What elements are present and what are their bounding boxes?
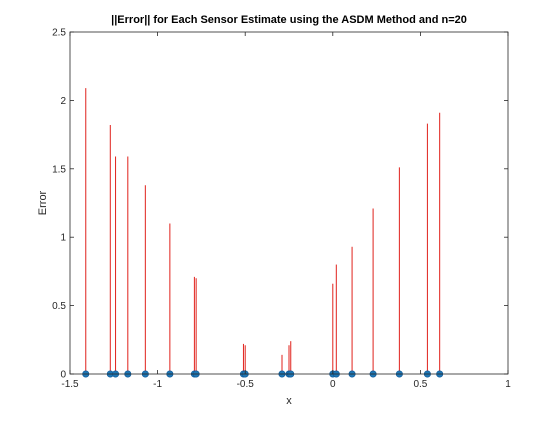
- y-tick-label: 2: [60, 96, 66, 107]
- plot-area: [70, 32, 508, 374]
- x-axis-label: x: [286, 395, 292, 407]
- y-axis-label: Error: [37, 190, 49, 215]
- y-tick-label: 0: [60, 370, 66, 381]
- y-tick-label: 0.5: [52, 301, 66, 312]
- y-tick-label: 1.5: [52, 164, 66, 175]
- x-tick-label: -1: [153, 379, 162, 390]
- x-tick-label: 0: [330, 379, 336, 390]
- y-tick-label: 1: [60, 233, 66, 244]
- x-tick-label: 0.5: [413, 379, 427, 390]
- chart-title: ||Error|| for Each Sensor Estimate using…: [111, 14, 467, 26]
- y-tick-label: 2.5: [52, 28, 66, 39]
- y-ticks-group: 0 0.5 1 1.5 2 2.5: [52, 28, 508, 381]
- x-tick-label: 1: [505, 379, 511, 390]
- x-tick-label: -1.5: [61, 379, 79, 390]
- x-tick-label: -0.5: [237, 379, 255, 390]
- stems-group: [85, 88, 441, 374]
- x-ticks-group: -1.5 -1 -0.5 0 0.5 1: [61, 32, 511, 390]
- axes-box: [69, 31, 509, 375]
